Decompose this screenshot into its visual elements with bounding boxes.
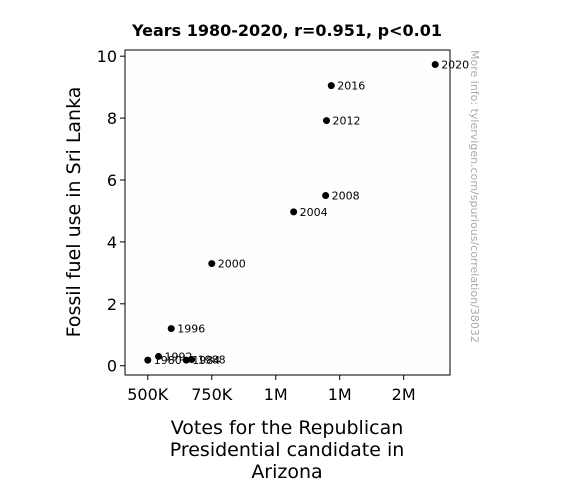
y-tick-label: 2 (107, 295, 117, 314)
chart-title: Years 1980-2020, r=0.951, p<0.01 (131, 21, 442, 40)
axes (124, 49, 451, 376)
y-tick-label: 10 (97, 47, 117, 66)
x-axis-title-line: Presidential candidate in (170, 439, 405, 461)
data-point-label: 1980 (154, 354, 182, 367)
data-point-label: 2020 (441, 59, 469, 72)
data-point-label: 2016 (337, 80, 365, 93)
data-point (167, 325, 175, 333)
x-axis-title-line: Arizona (251, 461, 322, 483)
data-point (208, 260, 216, 268)
data-point (144, 356, 152, 364)
data-point (322, 191, 330, 199)
data-point (155, 352, 163, 360)
scatter-points (144, 61, 439, 364)
data-point-label: 2004 (300, 206, 328, 219)
y-tick-label: 8 (107, 109, 117, 128)
data-point-label: 1988 (198, 354, 226, 367)
data-point (188, 356, 196, 364)
watermark: More info: tylervigen.com/spurious/corre… (468, 50, 481, 343)
x-tick-label: 500K (127, 385, 169, 404)
data-point (327, 82, 335, 90)
data-point-label: 2008 (332, 189, 360, 202)
data-point-label: 2012 (333, 115, 361, 128)
data-point-label: 1992 (165, 350, 193, 363)
y-axis-title: Fossil fuel use in Sri Lanka (63, 87, 85, 338)
x-tick-label: 1M (264, 385, 288, 404)
plot-area (125, 50, 450, 375)
data-point (323, 117, 331, 125)
plot-frame (124, 49, 451, 376)
data-point-label: 1996 (177, 323, 205, 336)
x-axis-ticks: 500K 750K 1M 1M 2M (127, 375, 416, 404)
data-point-label: 1984 (192, 354, 220, 367)
y-tick-label: 4 (107, 233, 117, 252)
data-point (182, 356, 190, 364)
data-point (431, 61, 439, 69)
y-tick-label: 0 (107, 357, 117, 376)
y-axis-ticks: 0 2 4 6 8 10 (97, 47, 125, 376)
x-tick-label: 750K (191, 385, 233, 404)
x-tick-label: 1M (328, 385, 352, 404)
x-tick-label: 2M (392, 385, 416, 404)
data-point (290, 208, 298, 216)
data-point-label: 2000 (218, 258, 246, 271)
y-tick-label: 6 (107, 171, 117, 190)
x-axis-title-line: Votes for the Republican (171, 417, 404, 439)
